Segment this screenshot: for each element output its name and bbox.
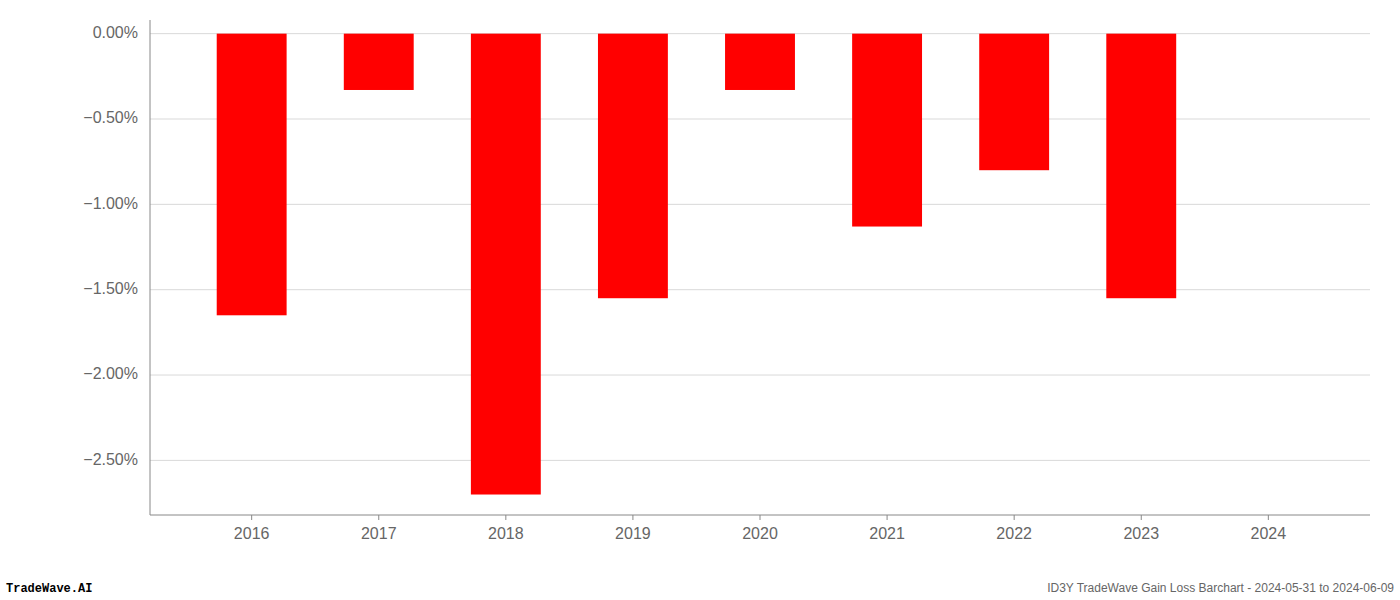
- x-tick-mark: [505, 515, 506, 520]
- x-tick-label: 2023: [1123, 525, 1159, 542]
- x-tick-mark: [632, 515, 633, 520]
- y-axis-line: [150, 20, 151, 515]
- grid-line: [150, 375, 1370, 376]
- grid-line: [150, 460, 1370, 461]
- x-tick-label: 2019: [615, 525, 651, 542]
- x-tick-mark: [887, 515, 888, 520]
- bar: [979, 34, 1049, 171]
- chart-svg: 0.00%−0.50%−1.00%−1.50%−2.00%−2.50%20162…: [0, 0, 1400, 600]
- bar: [1106, 34, 1176, 299]
- y-tick-label: −0.50%: [83, 109, 138, 126]
- x-tick-mark: [1268, 515, 1269, 520]
- x-tick-mark: [1014, 515, 1015, 520]
- x-tick-label: 2024: [1251, 525, 1287, 542]
- x-tick-mark: [760, 515, 761, 520]
- bar: [344, 34, 414, 90]
- x-tick-label: 2016: [234, 525, 270, 542]
- grid-line: [150, 204, 1370, 205]
- bar: [217, 34, 287, 316]
- y-tick-label: −2.50%: [83, 451, 138, 468]
- x-tick-mark: [378, 515, 379, 520]
- footer-right: ID3Y TradeWave Gain Loss Barchart - 2024…: [1047, 581, 1394, 595]
- bars: [217, 34, 1176, 495]
- y-tick-label: −1.00%: [83, 195, 138, 212]
- y-tick-labels: 0.00% −0.50% −1.00% −1.50% −2.00% −2.50%: [83, 24, 138, 468]
- grid-line: [150, 119, 1370, 120]
- background: [0, 0, 1400, 600]
- bar: [598, 34, 668, 299]
- footer-left: TradeWave.AI: [6, 582, 92, 596]
- x-tick-label: 2021: [869, 525, 905, 542]
- y-tick-label: 0.00%: [93, 24, 138, 41]
- x-tick-label: 2017: [361, 525, 397, 542]
- x-tick-label: 2022: [996, 525, 1032, 542]
- chart-container: 0.00%−0.50%−1.00%−1.50%−2.00%−2.50%20162…: [0, 0, 1400, 600]
- x-ticks: 2016 2017 2018 2019 2020 2021 2022 2023 2024: [234, 515, 1286, 542]
- y-tick-label: −1.50%: [83, 280, 138, 297]
- y-grid: [150, 34, 1370, 461]
- x-tick-mark: [1141, 515, 1142, 520]
- grid-line: [150, 289, 1370, 290]
- bar: [471, 34, 541, 495]
- bar: [852, 34, 922, 227]
- x-tick-label: 2020: [742, 525, 778, 542]
- x-tick-label: 2018: [488, 525, 524, 542]
- bar: [725, 34, 795, 90]
- y-tick-label: −2.00%: [83, 365, 138, 382]
- x-tick-mark: [251, 515, 252, 520]
- bar: [1233, 33, 1303, 34]
